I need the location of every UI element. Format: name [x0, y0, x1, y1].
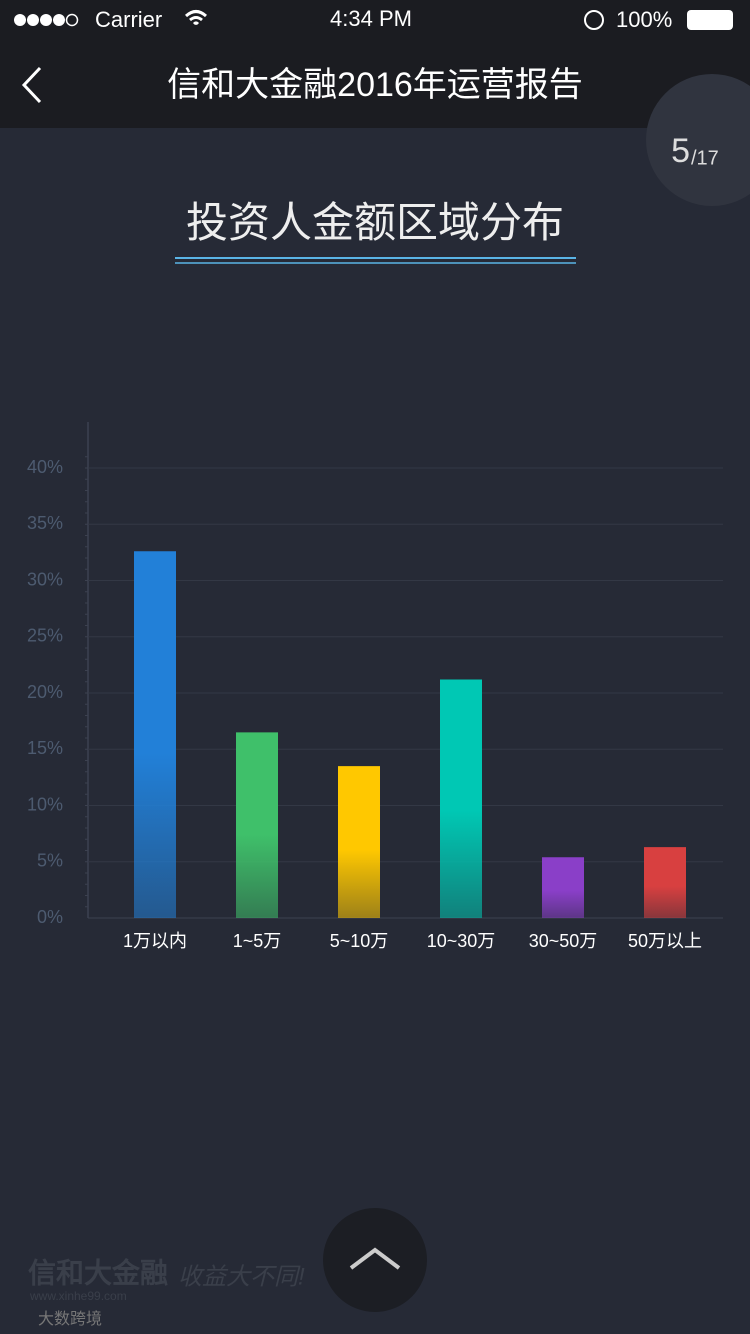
bar	[644, 847, 686, 918]
bar	[542, 857, 584, 918]
lock-icon	[584, 10, 604, 30]
x-tick-label: 10~30万	[427, 931, 496, 951]
carrier: Carrier	[95, 7, 162, 32]
bar	[236, 732, 278, 918]
bar	[440, 679, 482, 918]
x-tick-label: 1万以内	[123, 931, 187, 951]
chevron-up	[349, 1247, 401, 1270]
y-tick-label: 30%	[27, 569, 63, 589]
x-tick-label: 30~50万	[529, 931, 598, 951]
y-tick-label: 10%	[27, 794, 63, 814]
watermark-slogan: 收益大不同!	[178, 1263, 305, 1290]
nav-title: 信和大金融2016年运营报告	[167, 66, 583, 104]
y-tick-label: 0%	[37, 907, 63, 927]
y-tick-label: 5%	[37, 851, 63, 871]
watermark-source: 大数跨境	[38, 1309, 102, 1328]
pager-total: /17	[691, 147, 719, 169]
x-tick-label: 1~5万	[233, 931, 282, 951]
bar	[338, 766, 380, 918]
watermark-brand: 信和大金融	[28, 1256, 168, 1288]
battery-level: 100%	[616, 7, 672, 32]
chart-title: 投资人金额区域分布	[186, 199, 564, 246]
plot: 0% 5% 10% 15% 20% 25% 30% 35% 40% 1万以内 1~5万 5~10万 10…	[27, 456, 723, 951]
back-button[interactable]	[21, 66, 42, 104]
bar	[134, 551, 176, 918]
watermark-url: www.xinhe99.com	[29, 1289, 127, 1303]
wifi-icon	[184, 10, 208, 26]
y-tick-label: 25%	[27, 626, 63, 646]
signal	[14, 13, 79, 27]
x-tick-label: 5~10万	[330, 931, 389, 951]
y-tick-label: 35%	[27, 513, 63, 533]
scroll-up-button[interactable]	[323, 1208, 427, 1312]
y-tick-label: 20%	[27, 682, 63, 702]
y-tick-label: 15%	[27, 738, 63, 758]
pager-badge	[646, 74, 750, 206]
watermark: 信和大金融 www.xinhe99.com 收益大不同! 大数跨境	[28, 1256, 305, 1328]
y-tick-label: 40%	[27, 457, 63, 477]
x-tick-label: 50万以上	[628, 931, 702, 951]
pager-current: 5	[671, 132, 690, 170]
battery-icon	[687, 10, 733, 30]
top-bar	[0, 0, 750, 128]
clock: 4:34 PM	[330, 6, 412, 31]
